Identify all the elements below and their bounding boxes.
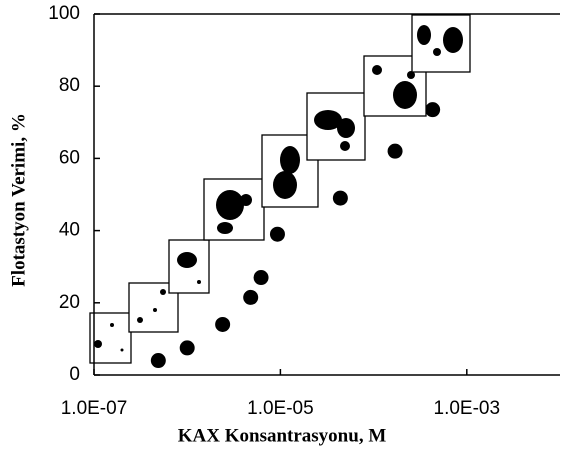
particle — [337, 118, 355, 138]
y-tick-label: 20 — [59, 292, 80, 313]
particle — [137, 317, 143, 323]
particle — [153, 308, 157, 312]
data-point — [269, 226, 285, 242]
micrographs — [89, 14, 471, 364]
particle — [407, 71, 415, 79]
particle — [433, 48, 441, 56]
y-tick-label: 40 — [59, 220, 80, 241]
particle — [216, 190, 244, 220]
particle — [393, 81, 417, 109]
particle — [314, 110, 342, 130]
particle — [160, 289, 166, 295]
data-point — [387, 143, 403, 159]
particle — [94, 340, 102, 348]
data-point — [332, 190, 348, 206]
particle — [217, 222, 233, 234]
particle — [110, 323, 114, 327]
micrograph-frame — [168, 239, 210, 294]
x-tick-label: 1.0E-05 — [247, 398, 314, 419]
particle — [177, 252, 197, 268]
data-point — [150, 353, 166, 369]
data-point — [179, 340, 195, 356]
x-axis-title: KAX Konsantrasyonu, M — [178, 425, 387, 446]
y-tick-label: 0 — [69, 364, 80, 385]
data-point — [215, 316, 231, 332]
data-point — [253, 270, 269, 286]
particle — [197, 280, 201, 284]
y-tick-label: 80 — [59, 75, 80, 96]
particle — [417, 25, 431, 45]
data-point — [425, 102, 441, 118]
particle — [372, 65, 382, 75]
particle — [280, 146, 300, 174]
x-tick-label: 1.0E-07 — [61, 398, 128, 419]
particle — [120, 348, 124, 352]
particle — [240, 194, 252, 206]
y-tick-label: 60 — [59, 147, 80, 168]
micrograph-frame — [89, 312, 132, 364]
y-tick-label: 100 — [48, 3, 80, 24]
particle — [273, 171, 297, 199]
data-point — [243, 289, 259, 305]
x-tick-label: 1.0E-03 — [434, 398, 501, 419]
particle — [340, 141, 350, 151]
y-axis-title: Flotastyon Verimi, % — [8, 113, 29, 287]
particle — [443, 27, 463, 53]
